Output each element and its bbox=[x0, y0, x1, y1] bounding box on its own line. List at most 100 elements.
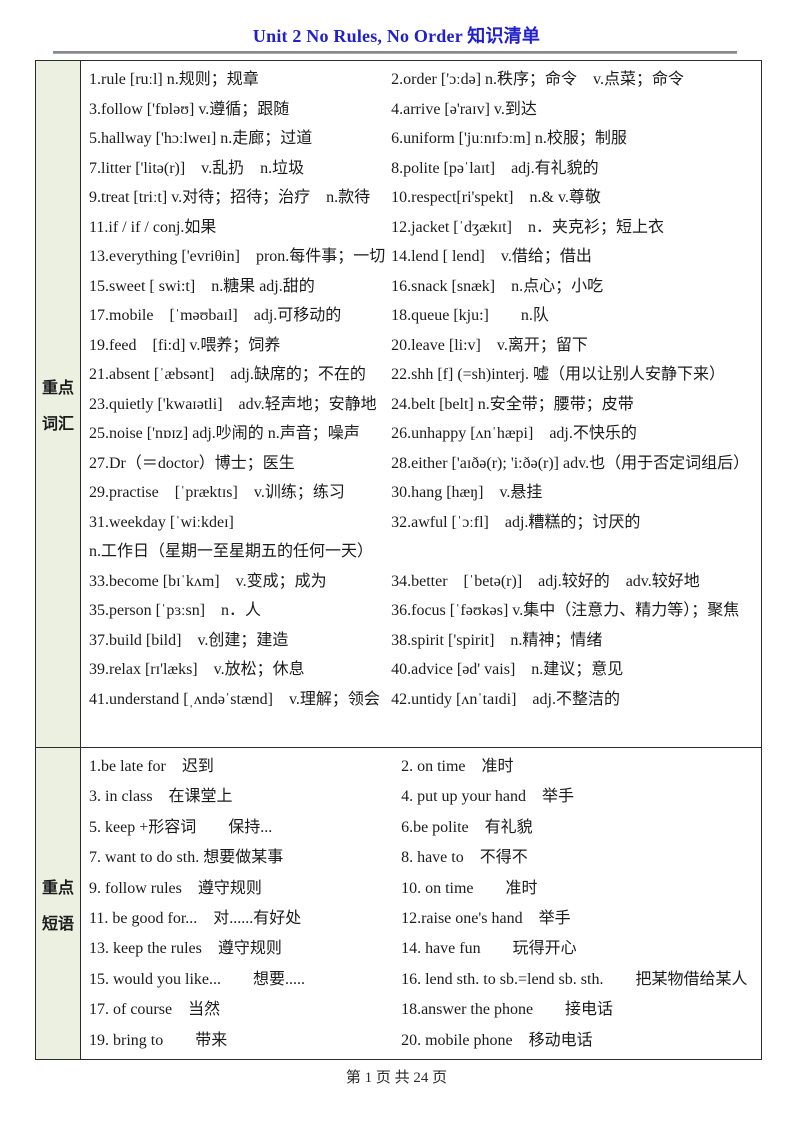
entry-row: 23.quietly ['kwaɪətli] adv.轻声地；安静地 24.bel… bbox=[89, 390, 753, 420]
phrases-label-line2: 短语 bbox=[41, 915, 74, 933]
entry-row: 25.noise ['nɒɪz] adj.吵闹的 n.声音；噪声 26.unhap… bbox=[89, 419, 753, 449]
entry-row: n.工作日（星期一至星期五的任何一天） bbox=[89, 537, 753, 567]
entry-row: 29.practise [ˈpræktɪs] v.训练；练习 30.hang [h… bbox=[89, 478, 753, 508]
entry-left: 23.quietly ['kwaɪətli] adv.轻声地；安静地 bbox=[89, 395, 377, 413]
entry-left: 19.feed [fi:d] v.喂养；饲养 bbox=[89, 336, 281, 354]
vocab-section: 重点 词汇 1.rule [ruːl] n.规则；规章 2.order ['ɔːd… bbox=[36, 61, 761, 747]
phrases-label-line1: 重点 bbox=[41, 879, 74, 897]
entry-left: n.工作日（星期一至星期五的任何一天） bbox=[89, 543, 374, 560]
entry-right: 12.jacket [ˈdʒækɪt] n．夹克衫；短上衣 bbox=[391, 218, 664, 236]
entry-left: 27.Dr（＝doctor）博士；医生 bbox=[89, 454, 295, 472]
phrase-entries: 1.be late for 迟到 2. on time 准时 3. in class… bbox=[81, 748, 761, 1059]
entry-row: 5. keep +形容词 保持... 6.be polite 有礼貌 bbox=[89, 813, 753, 843]
entry-left: 39.relax [rɪ'læks] v.放松；休息 bbox=[89, 661, 305, 678]
entry-left: 3.follow ['fɒləʊ] v.遵循；跟随 bbox=[89, 100, 290, 118]
entry-right: 18.queue [kju:] n.队 bbox=[391, 307, 549, 324]
entry-left: 7.litter ['litə(r)] v.乱扔 n.垃圾 bbox=[89, 159, 305, 177]
entry-right: 16.snack [snæk] n.点心；小吃 bbox=[391, 277, 604, 295]
entry-right: 42.untidy [ʌnˈtaɪdi] adj.不整洁的 bbox=[391, 690, 620, 708]
entry-left: 11.if / if / conj.如果 bbox=[89, 218, 217, 236]
entry-left: 21.absent [ˈæbsənt] adj.缺席的；不在的 bbox=[89, 366, 366, 383]
entry-row: 7. want to do sth. 想要做某事 8. have to 不得不 bbox=[89, 843, 753, 873]
entry-left: 17.mobile [ˈməʊbaɪl] adj.可移动的 bbox=[89, 307, 342, 324]
entry-left: 7. want to do sth. 想要做某事 bbox=[89, 849, 284, 867]
entry-right: 26.unhappy [ʌnˈhæpi] adj.不快乐的 bbox=[391, 425, 637, 442]
page-title: Unit 2 No Rules, No Order 知识清单 bbox=[252, 26, 541, 46]
entry-right: 36.focus [ˈfəʊkəs] v.集中（注意力、精力等）；聚焦 bbox=[391, 602, 740, 619]
entry-row: 21.absent [ˈæbsənt] adj.缺席的；不在的 22.shh [f… bbox=[89, 360, 753, 390]
entry-left: 1.rule [ruːl] n.规则；规章 bbox=[89, 71, 259, 88]
entry-row: 35.person [ˈpɜːsn] n．人 36.focus [ˈfəʊkəs]… bbox=[89, 596, 753, 626]
entry-left: 9.treat [triːt] v.对待；招待；治疗 n.款待 bbox=[89, 189, 371, 206]
entry-row: 11.if / if / conj.如果 12.jacket [ˈdʒækɪt] … bbox=[89, 213, 753, 243]
entry-left: 31.weekday [ˈwiːkdeɪ] bbox=[89, 513, 234, 531]
entry-right: 28.either ['aɪðə(r); 'i:ðə(r)] adv.也（用于否… bbox=[391, 454, 750, 472]
entry-left: 17. of course 当然 bbox=[89, 1001, 221, 1019]
entry-right: 4.arrive [ə'raɪv] v.到达 bbox=[391, 100, 537, 118]
page-number-footer: 第 1 页 共 24 页 bbox=[345, 1070, 448, 1086]
entry-right: 12.raise one's hand 举手 bbox=[401, 909, 571, 927]
entry-row: 27.Dr（＝doctor）博士；医生 28.either ['aɪðə(r); … bbox=[89, 449, 753, 479]
entry-row: 11. be good for... 对......有好处 12.raise on… bbox=[89, 904, 753, 934]
vocab-label-line2: 词汇 bbox=[41, 416, 74, 433]
entry-right: 8. have to 不得不 bbox=[401, 849, 528, 867]
entry-row: 17. of course 当然 18.answer the phone 接电话 bbox=[89, 995, 753, 1025]
entry-right: 6.uniform ['juːnɪfɔːm] n.校服；制服 bbox=[391, 130, 627, 147]
phrases-section: 重点 短语 1.be late for 迟到 2. on time 准时 3. in… bbox=[36, 747, 761, 1059]
entry-row: 3. in class 在课堂上 4. put up your hand 举手 bbox=[89, 782, 753, 812]
entry-row: 9.treat [triːt] v.对待；招待；治疗 n.款待 10.respec… bbox=[89, 183, 753, 213]
entry-row: 7.litter ['litə(r)] v.乱扔 n.垃圾 8.polite [p… bbox=[89, 154, 753, 184]
entry-right: 32.awful [ˈɔːfl] adj.糟糕的；讨厌的 bbox=[391, 513, 641, 531]
entry-row: 33.become [bɪˈkʌm] v.变成；成为 34.better [ˈbe… bbox=[89, 567, 753, 597]
entry-right: 20. mobile phone 移动电话 bbox=[401, 1031, 593, 1049]
entry-right: 10. on time 准时 bbox=[401, 879, 538, 897]
entry-right: 10.respect[ri'spekt] n.& v.尊敬 bbox=[391, 189, 601, 206]
entry-row: 19. bring to 带来 20. mobile phone 移动电话 bbox=[89, 1026, 753, 1056]
entry-row: 15.sweet [ swi:t] n.糖果 adj.甜的 16.snack [s… bbox=[89, 272, 753, 302]
entry-row: 19.feed [fi:d] v.喂养；饲养 20.leave [li:v] v.… bbox=[89, 331, 753, 361]
vocab-label-line1: 重点 bbox=[41, 380, 74, 397]
entry-right bbox=[391, 537, 753, 567]
entry-row: 15. would you like... 想要..... 16. lend st… bbox=[89, 965, 753, 995]
entry-row: 39.relax [rɪ'læks] v.放松；休息 40.advice [əd'… bbox=[89, 655, 753, 685]
entry-left: 35.person [ˈpɜːsn] n．人 bbox=[89, 602, 262, 619]
entry-right: 2. on time 准时 bbox=[401, 758, 514, 775]
vocab-entries: 1.rule [ruːl] n.规则；规章 2.order ['ɔːdə] n.秩… bbox=[81, 61, 761, 747]
entry-left: 37.build [bild] v.创建；建造 bbox=[89, 631, 289, 649]
entry-right: 38.spirit ['spirit] n.精神；情绪 bbox=[391, 631, 603, 649]
entry-left: 13.everything ['evriθin] pron.每件事；一切 bbox=[89, 248, 386, 265]
entry-left: 5. keep +形容词 保持... bbox=[89, 818, 273, 836]
entry-right: 24.belt [belt] n.安全带；腰带；皮带 bbox=[391, 395, 634, 413]
entry-right: 6.be polite 有礼貌 bbox=[401, 818, 533, 836]
entry-left: 25.noise ['nɒɪz] adj.吵闹的 n.声音；噪声 bbox=[89, 425, 360, 442]
entry-right: 16. lend sth. to sb.=lend sb. sth. 把某物借给… bbox=[401, 970, 748, 988]
title-underline-rule bbox=[53, 51, 737, 54]
entry-left: 5.hallway ['hɔːlweɪ] n.走廊；过道 bbox=[89, 130, 313, 147]
entry-row: 9. follow rules 遵守规则 10. on time 准时 bbox=[89, 874, 753, 904]
entry-right: 34.better [ˈbetə(r)] adj.较好的 adv.较好地 bbox=[391, 572, 700, 590]
entry-row: 37.build [bild] v.创建；建造 38.spirit ['spiri… bbox=[89, 626, 753, 656]
entry-right: 30.hang [hæŋ] v.悬挂 bbox=[391, 484, 543, 501]
vocab-section-label: 重点 词汇 bbox=[36, 61, 81, 747]
phrases-section-label: 重点 短语 bbox=[36, 748, 81, 1059]
entry-left: 15.sweet [ swi:t] n.糖果 adj.甜的 bbox=[89, 277, 315, 295]
entry-left: 9. follow rules 遵守规则 bbox=[89, 879, 262, 897]
entry-left: 33.become [bɪˈkʌm] v.变成；成为 bbox=[89, 572, 327, 590]
entry-right: 22.shh [f] (=sh)interj. 嘘（用以让别人安静下来） bbox=[391, 366, 725, 383]
entry-right: 4. put up your hand 举手 bbox=[401, 788, 574, 806]
entry-left: 41.understand [ˌʌndəˈstænd] v.理解；领会 bbox=[89, 690, 380, 708]
entry-right: 20.leave [li:v] v.离开；留下 bbox=[391, 336, 588, 354]
entry-left: 11. be good for... 对......有好处 bbox=[89, 909, 302, 927]
entry-right: 18.answer the phone 接电话 bbox=[401, 1001, 614, 1019]
entry-right: 2.order ['ɔːdə] n.秩序；命令 v.点菜；命令 bbox=[391, 71, 685, 88]
entry-row: 1.be late for 迟到 2. on time 准时 bbox=[89, 752, 753, 782]
knowledge-table: 重点 词汇 1.rule [ruːl] n.规则；规章 2.order ['ɔːd… bbox=[35, 60, 762, 1060]
entry-right: 40.advice [əd' vais] n.建议；意见 bbox=[391, 661, 624, 678]
entry-left: 1.be late for 迟到 bbox=[89, 758, 214, 775]
entry-left: 29.practise [ˈpræktɪs] v.训练；练习 bbox=[89, 484, 345, 501]
entry-row: 41.understand [ˌʌndəˈstænd] v.理解；领会 42.un… bbox=[89, 685, 753, 715]
entry-row: 3.follow ['fɒləʊ] v.遵循；跟随 4.arrive [ə'raɪ… bbox=[89, 95, 753, 125]
entry-left: 3. in class 在课堂上 bbox=[89, 788, 233, 806]
entry-row: 13.everything ['evriθin] pron.每件事；一切 14.l… bbox=[89, 242, 753, 272]
